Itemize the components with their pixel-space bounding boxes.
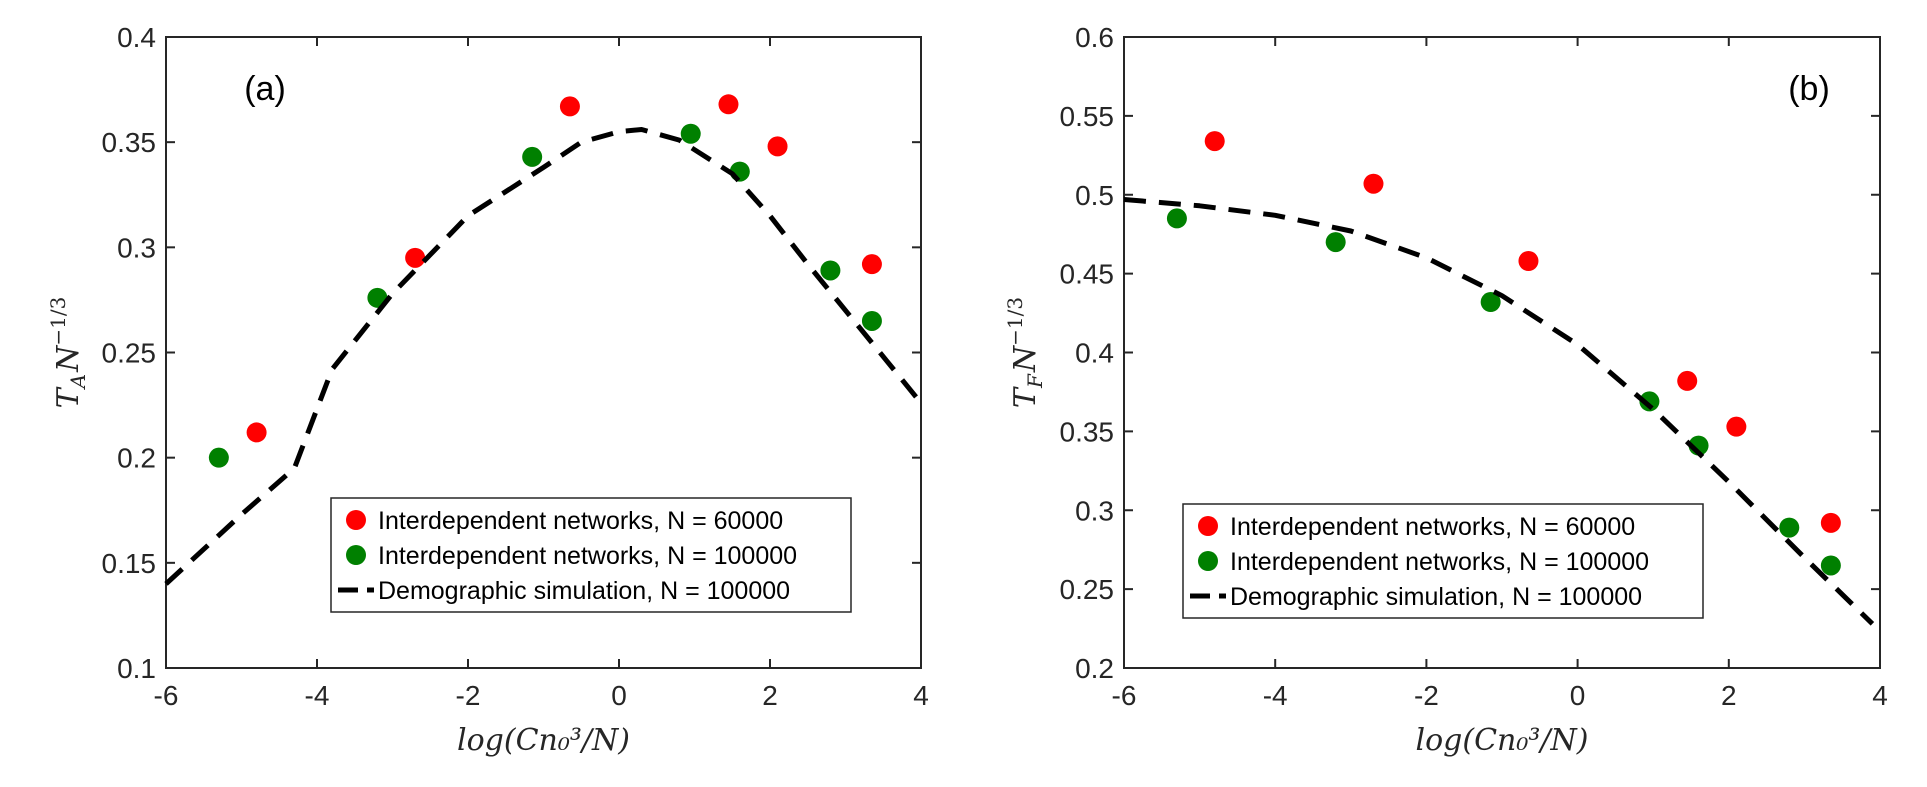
- y-tick-label: 0.4: [117, 22, 156, 53]
- data-point-n60000: [1204, 131, 1225, 152]
- panel-a: -6 -4 -2 0 2 4 0.1 0.15 0.2 0.25 0.3 0.35 0.4 (a) log(…: [46, 22, 929, 758]
- data-point-n100000: [1166, 208, 1187, 229]
- y-tick-label: 0.5: [1075, 180, 1114, 211]
- data-point-n100000: [1325, 232, 1346, 253]
- data-point-n100000: [208, 447, 229, 468]
- data-point-n60000: [861, 254, 882, 275]
- y-axis-label: TAN−1/3: [46, 297, 90, 409]
- legend-swatch-red: [346, 510, 366, 530]
- x-tick-label: -6: [154, 680, 179, 711]
- y-axis-label-superscript: −1/3: [1003, 297, 1027, 346]
- x-tick-label: 4: [913, 680, 929, 711]
- legend-entry-label: Demographic simulation, N = 100000: [378, 577, 790, 605]
- x-tick-label: -2: [456, 680, 481, 711]
- y-axis-label-superscript: −1/3: [46, 297, 70, 346]
- y-axis-label-base: T: [1008, 386, 1043, 408]
- legend: Interdependent networks, N = 60000 Interd…: [330, 497, 852, 613]
- data-point-n60000: [718, 94, 739, 115]
- x-tick-label: -4: [1263, 680, 1288, 711]
- legend-entry-label: Interdependent networks, N = 100000: [1230, 548, 1649, 576]
- data-point-n60000: [1363, 173, 1384, 194]
- y-axis-label-subscript: A: [66, 374, 90, 390]
- legend-entry-label: Interdependent networks, N = 60000: [1230, 513, 1635, 541]
- y-tick-label: 0.3: [117, 232, 156, 263]
- y-axis-label: TFN−1/3: [1003, 297, 1047, 408]
- series-line-demographic-simulation: [1123, 197, 1875, 626]
- y-axis-label-mid: N: [1008, 344, 1043, 373]
- data-point-n60000: [1820, 512, 1841, 533]
- data-point-n100000: [522, 146, 543, 167]
- x-tick-label: 4: [1872, 680, 1888, 711]
- y-tick-label: 0.25: [1060, 574, 1115, 605]
- y-tick-label: 0.1: [117, 653, 156, 684]
- legend-entry-label: Interdependent networks, N = 60000: [378, 507, 783, 535]
- panel-label: (a): [244, 70, 286, 108]
- y-tick-label: 0.2: [1075, 653, 1114, 684]
- legend-entry-label: Demographic simulation, N = 100000: [1230, 583, 1642, 611]
- panel-b: -6 -4 -2 0 2 4 0.2 0.25 0.3 0.35 0.4 0.45 0.5 0.55 0.6…: [1003, 22, 1888, 758]
- panel-label: (b): [1788, 70, 1830, 108]
- data-point-n60000: [1726, 416, 1747, 437]
- y-tick-label: 0.25: [102, 338, 157, 369]
- x-tick-label: 2: [762, 680, 778, 711]
- legend-swatch-green: [1198, 551, 1218, 571]
- data-point-n100000: [1820, 555, 1841, 576]
- legend-swatch-red: [1198, 516, 1218, 536]
- x-tick-label: -6: [1112, 680, 1137, 711]
- x-axis-label: log(Cn₀³/N): [1416, 723, 1589, 758]
- y-tick-label: 0.45: [1060, 259, 1115, 290]
- x-tick-label: 0: [1570, 680, 1586, 711]
- x-axis-label: log(Cn₀³/N): [457, 723, 630, 758]
- x-tick-label: -4: [305, 680, 330, 711]
- y-axis-label-subscript: F: [1023, 373, 1047, 389]
- x-tick-label: -2: [1414, 680, 1439, 711]
- y-tick-label: 0.6: [1075, 22, 1114, 53]
- data-point-n100000: [861, 310, 882, 331]
- legend-box: [330, 497, 852, 613]
- y-tick-label: 0.55: [1060, 101, 1115, 132]
- legend-box: [1182, 503, 1704, 619]
- y-tick-label: 0.3: [1075, 495, 1114, 526]
- legend-swatch-green: [346, 545, 366, 565]
- y-tick-label: 0.35: [1060, 416, 1115, 447]
- data-point-n60000: [1677, 370, 1698, 391]
- data-point-n100000: [1639, 391, 1660, 412]
- y-tick-label: 0.2: [117, 443, 156, 474]
- data-point-n100000: [820, 260, 841, 281]
- series-line-demographic-simulation: [164, 127, 923, 586]
- legend: Interdependent networks, N = 60000 Interd…: [1182, 503, 1704, 619]
- data-point-n100000: [680, 123, 701, 144]
- legend-entry-label: Interdependent networks, N = 100000: [378, 542, 797, 570]
- data-point-n60000: [246, 422, 267, 443]
- data-point-n100000: [1480, 292, 1501, 313]
- data-point-n60000: [1518, 251, 1539, 272]
- data-point-n60000: [767, 136, 788, 157]
- y-tick-label: 0.35: [102, 127, 157, 158]
- x-tick-label: 2: [1721, 680, 1737, 711]
- x-tick-label: 0: [611, 680, 627, 711]
- data-point-n100000: [1779, 517, 1800, 538]
- y-tick-label: 0.4: [1075, 338, 1114, 369]
- y-axis-label-base: T: [51, 386, 86, 408]
- y-axis-label-mid: N: [51, 344, 86, 373]
- data-point-n60000: [405, 247, 426, 268]
- y-tick-label: 0.15: [102, 548, 157, 579]
- data-point-n60000: [559, 96, 580, 117]
